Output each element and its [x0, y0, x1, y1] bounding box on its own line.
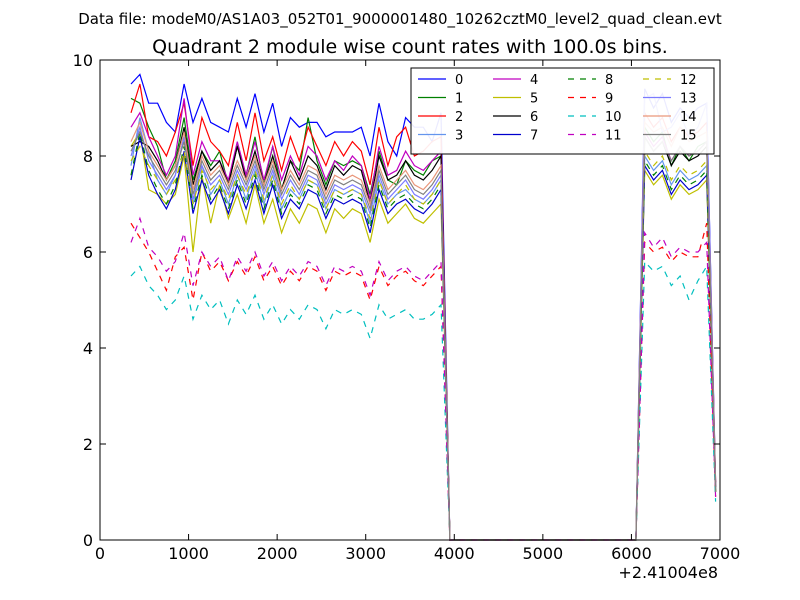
series-line-10	[130, 260, 717, 541]
x-tick-label: 0	[95, 544, 105, 563]
y-tick-label: 10	[73, 51, 93, 70]
legend-label-3: 3	[455, 129, 463, 144]
plot-frame	[99, 59, 721, 541]
legend-label-4: 4	[530, 73, 538, 88]
legend-label-5: 5	[530, 92, 538, 107]
legend-label-0: 0	[455, 73, 463, 88]
legend-label-9: 9	[605, 92, 613, 107]
legend-label-7: 7	[530, 129, 538, 144]
x-tick-label: 5000	[522, 544, 563, 563]
y-tick-label: 6	[83, 243, 93, 262]
legend-label-12: 12	[680, 73, 697, 88]
legend-label-8: 8	[605, 73, 613, 88]
legend-label-1: 1	[455, 92, 463, 107]
y-tick-label: 2	[83, 435, 93, 454]
chart-suptitle: Data file: modeM0/AS1A03_052T01_90000014…	[78, 10, 722, 29]
series-line-12	[130, 145, 717, 541]
legend-label-10: 10	[605, 110, 622, 125]
series-line-7	[130, 136, 717, 541]
y-tick-label: 8	[83, 147, 93, 166]
legend-label-14: 14	[680, 110, 697, 125]
legend-label-13: 13	[680, 92, 697, 107]
series-line-14	[130, 120, 717, 541]
x-tick-label: 2000	[257, 544, 298, 563]
legend-label-6: 6	[530, 110, 538, 125]
x-offset-label: +2.41004e8	[618, 563, 718, 582]
series-line-8	[130, 131, 717, 541]
chart-title: Quadrant 2 module wise count rates with …	[152, 36, 668, 58]
legend-label-2: 2	[455, 110, 463, 125]
legend-label-15: 15	[680, 129, 697, 144]
series-line-5	[130, 130, 717, 541]
series-line-9	[130, 222, 717, 541]
x-tick-label: 6000	[611, 544, 652, 563]
legend-box	[410, 67, 715, 155]
y-tick-label: 4	[83, 339, 93, 358]
series-line-11	[130, 216, 717, 541]
y-tick-label: 0	[83, 531, 93, 550]
x-tick-label: 3000	[345, 544, 386, 563]
legend-label-11: 11	[605, 129, 622, 144]
x-tick-label: 7000	[700, 544, 741, 563]
series-line-15	[130, 130, 717, 541]
x-tick-label: 1000	[168, 544, 209, 563]
x-tick-label: 4000	[434, 544, 475, 563]
